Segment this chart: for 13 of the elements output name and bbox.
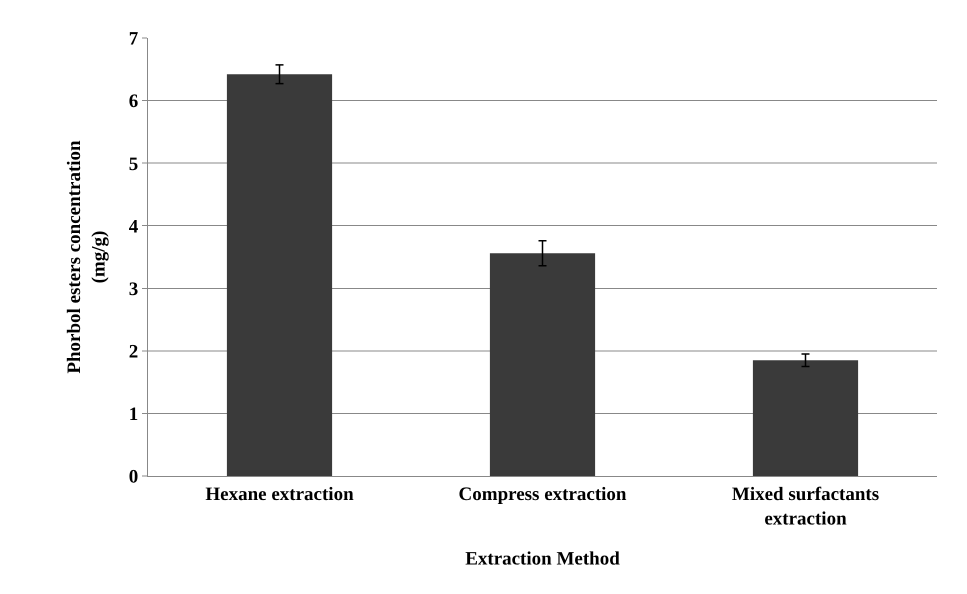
y-tick-label: 1 xyxy=(128,404,138,426)
x-tick-label: Mixed surfactants extraction xyxy=(732,484,880,530)
x-axis-title: Extraction Method xyxy=(465,548,620,570)
x-tick-label: Hexane extraction xyxy=(205,484,354,505)
y-tick-label: 3 xyxy=(128,278,138,300)
y-tick-label: 7 xyxy=(128,28,139,50)
y-tick-label: 0 xyxy=(128,466,138,488)
y-tick-label: 2 xyxy=(128,342,138,363)
y-tick-label: 6 xyxy=(128,91,138,112)
y-tick-label: 5 xyxy=(128,154,138,175)
y-axis-title: Phorbol esters concentration (mg/g) xyxy=(64,140,110,374)
x-tick-label: Compress extraction xyxy=(458,484,627,505)
y-tick-label: 4 xyxy=(128,216,139,238)
